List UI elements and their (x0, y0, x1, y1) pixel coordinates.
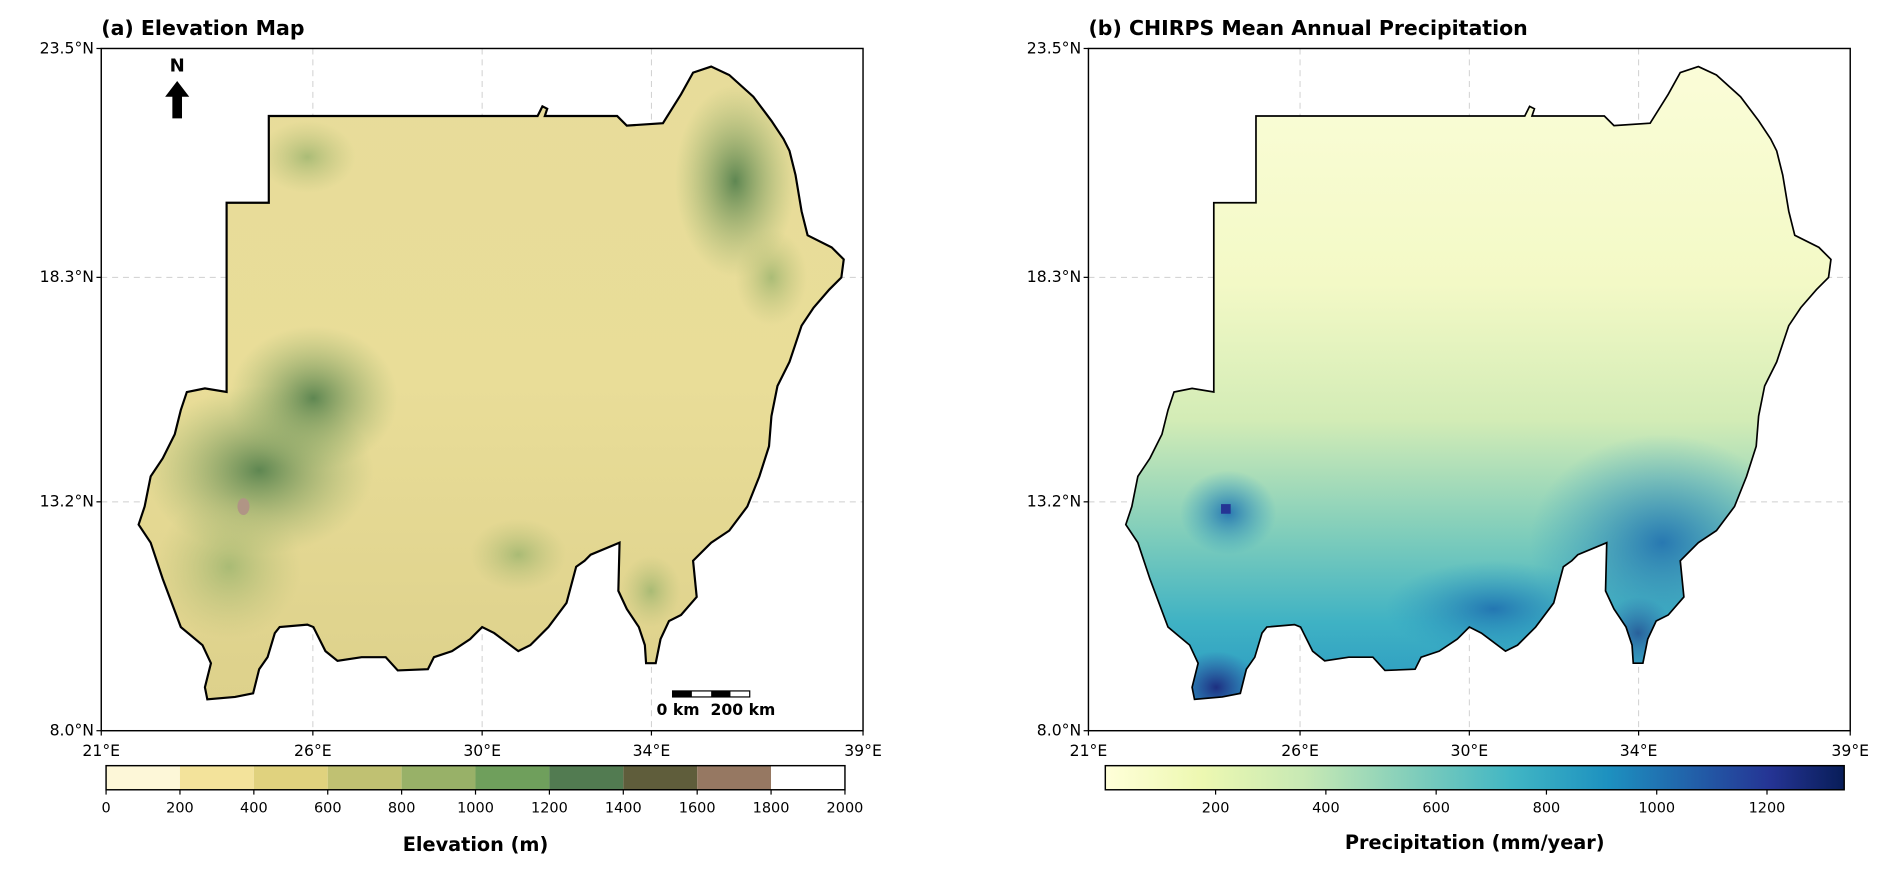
y-tick-label: 18.3°N (1027, 267, 1081, 286)
colorbar-label: Elevation (m) (403, 833, 549, 856)
y-tick-label: 13.2°N (1027, 492, 1081, 511)
x-tick-label: 39°E (1831, 741, 1869, 760)
axis-tick-labels: 21°E 26°E 30°E 34°E 39°E 8.0°N 13.2°N 18.3°N 23.… (1027, 38, 1869, 760)
x-tick-label: 34°E (1620, 741, 1658, 760)
colorbar-tick-label: 1000 (1638, 801, 1675, 817)
colorbar-tick-label: 0 (101, 801, 110, 817)
colorbar-tick-label: 200 (1202, 801, 1230, 817)
panel-title: (b) CHIRPS Mean Annual Precipitation (1088, 16, 1527, 40)
precipitation-map-panel: (b) CHIRPS Mean Annual Precipitation 21°… (1027, 16, 1869, 854)
y-tick-label: 18.3°N (40, 267, 94, 286)
colorbar-tick-label: 600 (1422, 801, 1450, 817)
panel-title: (a) Elevation Map (101, 16, 304, 40)
north-arrow: N (165, 55, 190, 119)
colorbar-tick-label: 200 (166, 801, 194, 817)
x-tick-label: 34°E (633, 741, 671, 760)
colorbar-tick-label: 400 (1312, 801, 1340, 817)
y-tick-label: 23.5°N (1027, 38, 1081, 57)
elevation-map-panel: (a) Elevation Map 21°E 26°E 30°E 34°E 39°E 8.… (40, 16, 882, 856)
colorbar-tick-label: 1800 (753, 801, 790, 817)
x-tick-label: 21°E (82, 741, 120, 760)
colorbar-tick-label: 800 (1533, 801, 1561, 817)
colorbar-tick-label: 800 (388, 801, 416, 817)
precipitation-raster (1125, 66, 1831, 700)
colorbar-tick-label: 1400 (605, 801, 642, 817)
x-tick-label: 26°E (294, 741, 332, 760)
colorbar-segment (697, 765, 772, 790)
colorbar-tick-label: 600 (314, 801, 342, 817)
y-tick-label: 8.0°N (50, 721, 94, 740)
x-tick-label: 30°E (1451, 741, 1489, 760)
elevation-colorbar: 0 200 400 600 800 1000 1200 1400 1600 1800 2000 Ele… (101, 764, 864, 856)
colorbar-tick-label: 1000 (457, 801, 494, 817)
colorbar-segment (253, 765, 328, 790)
colorbar-tick-label: 1200 (1749, 801, 1786, 817)
colorbar-segment (475, 765, 550, 790)
x-tick-label: 30°E (463, 741, 501, 760)
y-tick-label: 13.2°N (40, 492, 94, 511)
colorbar-segment (549, 765, 624, 790)
colorbar-gradient (1104, 764, 1845, 791)
colorbar-label: Precipitation (mm/year) (1345, 831, 1605, 854)
colorbar-tick-label: 400 (240, 801, 268, 817)
colorbar-segment (771, 765, 845, 790)
colorbar-tick-label: 1600 (679, 801, 716, 817)
colorbar-segment (179, 765, 254, 790)
precipitation-colorbar: 200 400 600 800 1000 1200 Precipitation (mm/ye… (1104, 764, 1845, 854)
colorbar-tick-label: 2000 (827, 801, 864, 817)
colorbar-segment (623, 765, 698, 790)
north-label: N (170, 55, 185, 76)
x-tick-label: 39°E (844, 741, 882, 760)
country-boundary (137, 65, 845, 701)
y-tick-label: 8.0°N (1037, 721, 1081, 740)
axis-tick-labels: 21°E 26°E 30°E 34°E 39°E 8.0°N 13.2°N 18.3°N 23.… (40, 38, 882, 760)
colorbar-tick-label: 1200 (531, 801, 568, 817)
colorbar-segment (401, 765, 476, 790)
arrow-up-icon (165, 81, 190, 119)
colorbar-segment (106, 765, 180, 790)
x-tick-label: 21°E (1070, 741, 1108, 760)
y-tick-label: 23.5°N (40, 38, 94, 57)
scale-bar: 0 km 200 km (657, 690, 776, 719)
scale-bar-label: 0 km 200 km (657, 700, 776, 719)
elevation-raster (138, 66, 844, 700)
country-boundary (1124, 65, 1832, 701)
x-tick-label: 26°E (1281, 741, 1319, 760)
colorbar-segment (327, 765, 402, 790)
